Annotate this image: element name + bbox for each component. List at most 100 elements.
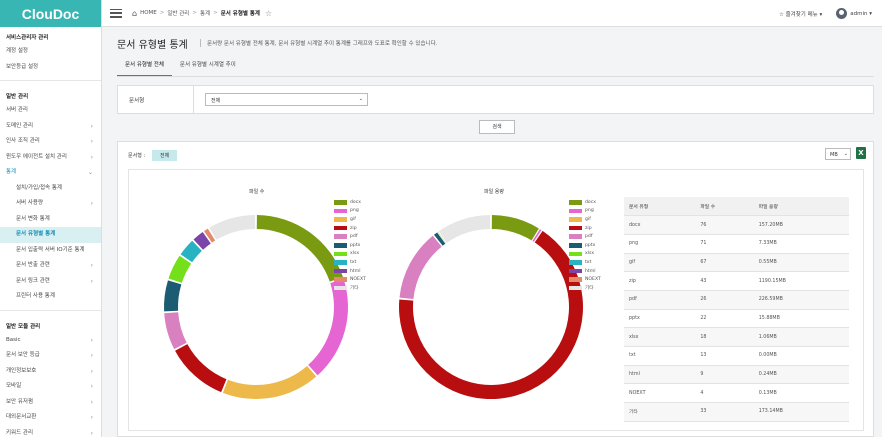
- legend-item[interactable]: pdf: [569, 232, 601, 241]
- search-button[interactable]: 검색: [479, 120, 515, 134]
- breadcrumb-item-general[interactable]: 일반 관리: [167, 11, 190, 17]
- legend-item[interactable]: zip: [569, 224, 601, 233]
- tab-type-timeseries[interactable]: 문서 유형별 시계열 추이: [179, 62, 236, 68]
- table-cell: 1190.15MB: [753, 271, 849, 291]
- sidebar-item-stats_sub-4[interactable]: 문서 입출력 서버 IO기준 통계: [0, 243, 101, 259]
- sidebar-item-stats_sub-6[interactable]: 문서 링크 관련 ›: [0, 274, 101, 290]
- sidebar-item-g3_items-5[interactable]: 대외문서교환 ›: [0, 410, 101, 426]
- sidebar-item-g3_items-1[interactable]: 문서 보안 등급 ›: [0, 348, 101, 364]
- sidebar-item-stats_sub-2[interactable]: 문서 변화 통계: [0, 212, 101, 228]
- sidebar-item-admin-1[interactable]: 보안등급 설정: [6, 63, 39, 70]
- breadcrumb-home[interactable]: HOME: [140, 10, 157, 16]
- legend-item[interactable]: gif: [569, 215, 601, 224]
- slice-gif[interactable]: [533, 230, 542, 242]
- table-cell: html: [624, 365, 696, 385]
- sidebar-item-g2_items-0[interactable]: 서버 관리: [0, 103, 101, 119]
- legend-item[interactable]: docx: [334, 198, 366, 207]
- legend-item[interactable]: 기타: [569, 284, 601, 293]
- slice-pptx[interactable]: [434, 232, 446, 246]
- slice-png[interactable]: [532, 229, 542, 242]
- user-menu[interactable]: admin ▾: [850, 10, 872, 17]
- sidebar-item-admin-0[interactable]: 계정 설정: [6, 48, 28, 54]
- sidebar-item-label: 윈도우 에이전트 설치 관리: [6, 153, 67, 160]
- sidebar-group-general: 일반 관리: [6, 94, 29, 100]
- sidebar-item-stats_sub-7[interactable]: 프린터 사용 통계: [0, 289, 101, 305]
- legend-label: zip: [585, 225, 592, 231]
- slice-html[interactable]: [437, 231, 447, 244]
- legend-item[interactable]: xlsx: [569, 250, 601, 259]
- slice-xlsx[interactable]: [168, 255, 192, 283]
- slice-xlsx[interactable]: [437, 231, 446, 244]
- sidebar-item-g3_items-2[interactable]: 개인정보보호 ›: [0, 364, 101, 380]
- doc-type-select[interactable]: 전체 ⌄: [205, 93, 368, 106]
- unit-select[interactable]: MB ⌄: [825, 148, 851, 160]
- applied-filter-label: 문서형 :: [128, 153, 146, 159]
- tab-type-total[interactable]: 문서 유형별 전체: [117, 57, 172, 77]
- legend-item[interactable]: pdf: [334, 232, 366, 241]
- legend-item[interactable]: pptx: [334, 241, 366, 250]
- slice-zip[interactable]: [175, 344, 227, 393]
- breadcrumb-separator: >: [159, 10, 165, 16]
- sidebar-item-g2_items-3[interactable]: 윈도우 에이전트 설치 관리 ›: [0, 150, 101, 166]
- legend-item[interactable]: txt: [334, 258, 366, 267]
- chevron-right-icon: ›: [90, 153, 93, 161]
- legend-item[interactable]: xlsx: [334, 250, 366, 259]
- legend-item[interactable]: zip: [334, 224, 366, 233]
- sidebar-item-stats_sub-0[interactable]: 설치/가입/접속 통계: [0, 181, 101, 197]
- slice-txt[interactable]: [180, 240, 202, 263]
- legend-item[interactable]: gif: [334, 215, 366, 224]
- chevron-right-icon: ›: [90, 398, 93, 406]
- slice-docx[interactable]: [491, 215, 539, 241]
- sidebar-item-g2_items-1[interactable]: 도메인 관리 ›: [0, 119, 101, 135]
- sidebar-item-g3_items-3[interactable]: 모바일 ›: [0, 379, 101, 395]
- slice-기타[interactable]: [209, 215, 256, 240]
- legend-item[interactable]: 기타: [334, 284, 366, 293]
- table-cell: 15.88MB: [753, 309, 849, 329]
- sidebar-item-g2_items-2[interactable]: 인사 조직 관리 ›: [0, 134, 101, 150]
- legend-item[interactable]: png: [334, 207, 366, 216]
- slice-NOEXT[interactable]: [204, 228, 216, 243]
- table-cell: docx: [624, 215, 696, 235]
- legend-item[interactable]: html: [334, 267, 366, 276]
- sidebar-item-g3_items-0[interactable]: Basic ›: [0, 333, 101, 349]
- legend-label: docx: [350, 199, 361, 205]
- sidebar-item-g3_items-6[interactable]: 키워드 관리 ›: [0, 426, 101, 437]
- legend-item[interactable]: html: [569, 267, 601, 276]
- chevron-down-icon: ⌄: [87, 169, 93, 176]
- legend-item[interactable]: pptx: [569, 241, 601, 250]
- slice-pdf[interactable]: [164, 312, 187, 350]
- slice-gif[interactable]: [222, 365, 317, 399]
- slice-pptx[interactable]: [164, 280, 182, 312]
- legend-item[interactable]: docx: [569, 198, 601, 207]
- favorite-star-icon[interactable]: ☆: [264, 8, 273, 18]
- sidebar-item-stats_sub-5[interactable]: 문서 반출 관련 ›: [0, 258, 101, 274]
- legend-item[interactable]: NOEXT: [569, 275, 601, 284]
- legend-swatch: [569, 225, 582, 231]
- legend-item[interactable]: png: [569, 207, 601, 216]
- legend-swatch: [569, 234, 582, 239]
- slice-NOEXT[interactable]: [437, 231, 447, 244]
- excel-export-icon[interactable]: X: [856, 147, 866, 159]
- favorites-menu[interactable]: ☆ 즐겨찾기 메뉴 ▾: [778, 11, 823, 18]
- home-icon[interactable]: ⌂: [132, 8, 138, 18]
- breadcrumb-item-stats[interactable]: 통계: [199, 11, 211, 17]
- legend-label: 기타: [585, 286, 594, 292]
- legend-item[interactable]: txt: [569, 258, 601, 267]
- sidebar-item-stats_sub-3[interactable]: 문서 유형별 통계: [0, 227, 101, 243]
- sidebar-item-g3_items-4[interactable]: 보안 유저펌 ›: [0, 395, 101, 411]
- table-row: xlsx 18 1.06MB: [624, 327, 849, 347]
- legend-swatch: [334, 277, 347, 282]
- menu-toggle-icon[interactable]: [110, 8, 122, 18]
- sidebar-item-label: 인사 조직 관리: [6, 138, 40, 144]
- sidebar-item-stats_sub-1[interactable]: 서버 사용량 ›: [0, 196, 101, 212]
- slice-pdf[interactable]: [399, 235, 442, 300]
- slice-html[interactable]: [193, 232, 211, 250]
- sidebar-item-g2_items-4[interactable]: 통계 ⌄: [0, 165, 101, 181]
- slice-기타[interactable]: [438, 215, 491, 243]
- slice-docx[interactable]: [256, 215, 344, 282]
- legend-item[interactable]: NOEXT: [334, 275, 366, 284]
- sidebar-item-label: 보안 유저펌: [6, 398, 34, 405]
- avatar[interactable]: [836, 8, 848, 19]
- legend-label: 기타: [350, 286, 359, 292]
- slice-png[interactable]: [308, 278, 348, 376]
